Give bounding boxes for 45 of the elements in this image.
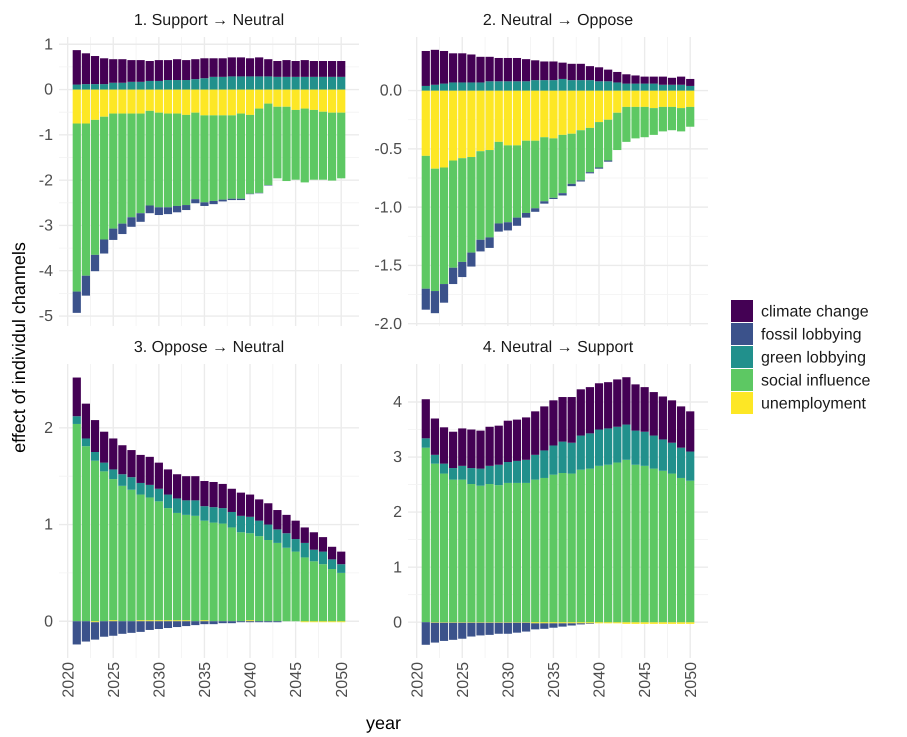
x-tick-label: 2025 — [454, 662, 472, 698]
x-tick-label: 2020 — [409, 662, 426, 698]
legend-label: unemployment — [761, 396, 866, 413]
y-tick-label: -5 — [38, 308, 54, 326]
chart-title: 3. Oppose → Neutral — [134, 339, 284, 356]
y-tick-label: -2 — [38, 172, 54, 190]
chart-title: 2. Neutral → Oppose — [482, 12, 634, 29]
y-tick-label: -1.0 — [374, 199, 402, 216]
x-tick-label: 2035 — [197, 662, 214, 698]
y-tick-label: 2 — [44, 420, 54, 437]
x-tick-label: 2045 — [288, 662, 306, 698]
legend-label: green lobbying — [761, 350, 866, 367]
x-tick-label: 2040 — [592, 662, 609, 698]
legend-label: fossil lobbying — [761, 326, 862, 344]
x-tick-label: 2050 — [682, 662, 700, 698]
y-tick-label: 1 — [44, 516, 54, 534]
chart-title: 1. Support → Neutral — [134, 12, 284, 29]
x-tick-label: 2040 — [242, 662, 260, 698]
y-tick-label: 0 — [393, 614, 402, 632]
x-tick-label: 2025 — [106, 662, 123, 698]
legend-label: climate change — [761, 304, 869, 321]
y-axis-title: effect of individul channels — [9, 242, 29, 453]
chart-title: 4. Neutral → Support — [482, 339, 634, 356]
y-tick-label: -1 — [38, 126, 54, 144]
x-tick-label: 2030 — [151, 662, 168, 698]
y-tick-label: -4 — [38, 262, 54, 280]
y-tick-label: 3 — [393, 449, 402, 466]
y-tick-label: 0 — [44, 613, 54, 630]
x-tick-label: 2030 — [500, 662, 518, 698]
y-tick-label: 4 — [393, 394, 402, 412]
y-tick-label: 1 — [393, 559, 402, 576]
y-tick-label: 1 — [44, 36, 54, 54]
y-tick-label: -1.5 — [374, 258, 402, 275]
x-axis-title: year — [366, 713, 402, 733]
legend-label: social influence — [761, 372, 870, 390]
y-tick-label: -3 — [38, 218, 54, 235]
x-tick-label: 2045 — [637, 662, 654, 698]
x-tick-label: 2035 — [546, 662, 564, 698]
x-tick-label: 2020 — [60, 662, 78, 698]
y-tick-label: 0.0 — [380, 82, 402, 100]
y-tick-label: 0 — [44, 82, 54, 99]
x-tick-label: 2050 — [334, 662, 351, 698]
y-tick-label: -2.0 — [374, 316, 402, 333]
y-tick-label: -0.5 — [374, 140, 402, 158]
y-tick-label: 2 — [393, 504, 402, 522]
